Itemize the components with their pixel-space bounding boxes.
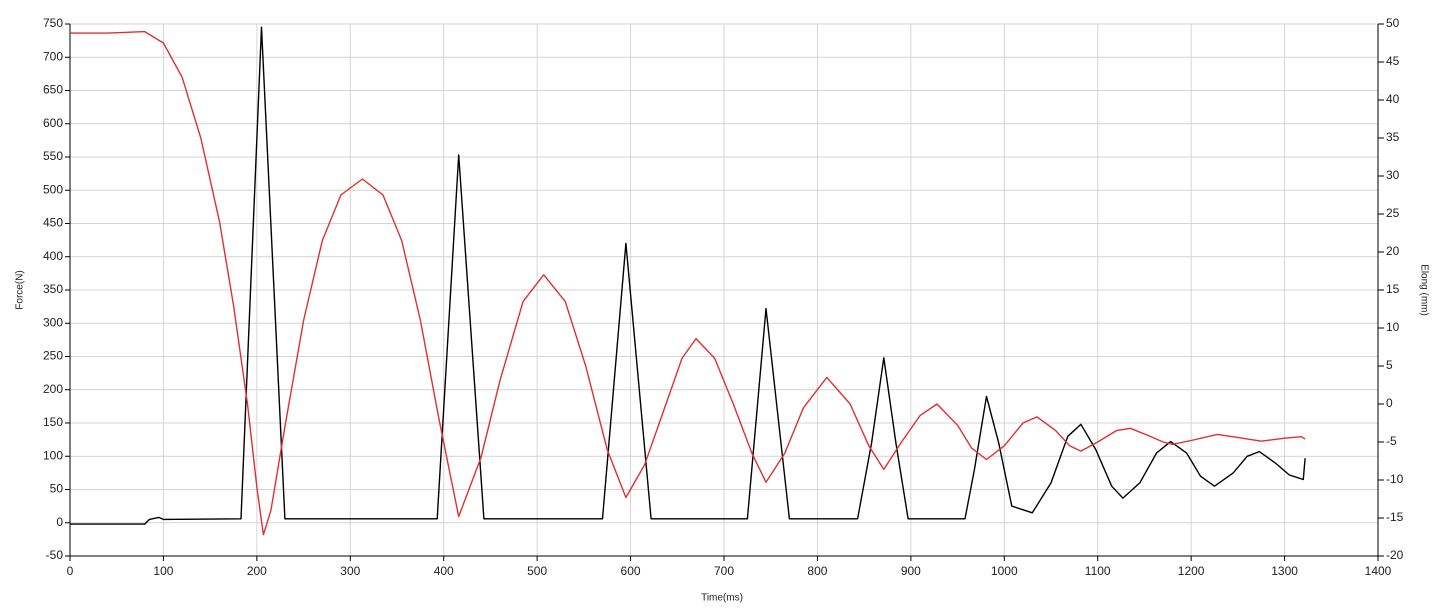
y-tick-label: 200: [43, 382, 63, 396]
y2-tick-label: 35: [1386, 130, 1400, 144]
x-tick-label: 1300: [1271, 564, 1298, 578]
x-tick-label: 1400: [1365, 564, 1392, 578]
x-tick-label: 0: [67, 564, 74, 578]
x-tick-label: 1100: [1085, 564, 1111, 578]
y2-tick-label: 50: [1386, 16, 1400, 30]
y2-tick-label: 30: [1386, 168, 1400, 182]
x-tick-label: 100: [153, 564, 173, 578]
x-tick-label: 500: [527, 564, 547, 578]
y2-axis-label: Elong (mm): [1418, 264, 1429, 316]
x-tick-label: 600: [621, 564, 641, 578]
line-series: [70, 30, 1306, 536]
x-tick-label: 700: [714, 564, 734, 578]
y-tick-label: 550: [43, 149, 63, 163]
axis-frame: [69, 24, 1379, 557]
y-tick-label: 450: [43, 216, 63, 230]
y2-tick-label: 15: [1386, 282, 1400, 296]
y2-tick-label: 40: [1386, 92, 1400, 106]
y-tick-label: 650: [43, 83, 63, 97]
y-tick-label: 400: [43, 249, 63, 263]
y2-tick-label: 25: [1386, 206, 1400, 220]
y-tick-label: 350: [43, 282, 63, 296]
x-tick-label: 1000: [991, 564, 1018, 578]
x-tick-label: 900: [901, 564, 921, 578]
x-tick-label: 300: [340, 564, 360, 578]
y2-tick-label: -15: [1386, 510, 1404, 524]
y-tick-label: 100: [43, 448, 63, 462]
y-tick-label: 700: [43, 49, 63, 63]
y-tick-label: 750: [43, 16, 63, 30]
y2-tick-label: -5: [1386, 434, 1397, 448]
x-tick-label: 800: [807, 564, 827, 578]
x-axis-label: Time(ms): [701, 593, 743, 604]
y-tick-label: 250: [43, 349, 63, 363]
x-tick-label: 400: [434, 564, 454, 578]
y-tick-label: 50: [50, 482, 64, 496]
y-tick-label: -50: [46, 548, 64, 562]
line-series: [70, 26, 1306, 525]
x-tick-label: 1200: [1178, 564, 1205, 578]
y2-tick-label: -20: [1386, 548, 1404, 562]
x-tick-label: 200: [247, 564, 267, 578]
y-tick-label: 300: [43, 315, 63, 329]
y-tick-label: 150: [43, 415, 63, 429]
y-tick-label: 500: [43, 182, 63, 196]
y2-tick-label: 5: [1386, 358, 1393, 372]
y-axis-label: Force(N): [15, 270, 26, 309]
y2-tick-label: 10: [1386, 320, 1400, 334]
y2-tick-label: 0: [1386, 396, 1393, 410]
y2-tick-label: 20: [1386, 244, 1400, 258]
y2-tick-label: 45: [1386, 54, 1400, 68]
y-tick-label: 600: [43, 116, 63, 130]
y-tick-label: 0: [56, 515, 63, 529]
y2-tick-label: -10: [1386, 472, 1404, 486]
